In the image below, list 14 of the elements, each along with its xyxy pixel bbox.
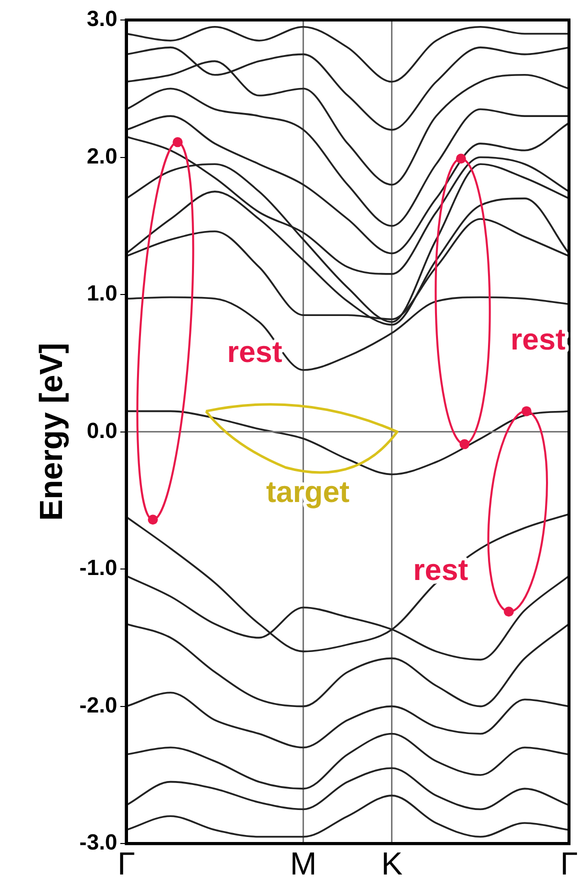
x-tick-label: M: [290, 846, 317, 882]
annotation: rest: [227, 336, 282, 369]
x-tick-label: Γ: [560, 846, 578, 882]
y-tick-label: -2.0: [79, 692, 118, 718]
y-tick-label: 3.0: [86, 6, 118, 32]
y-axis-title: Energy [eV]: [33, 342, 70, 521]
y-tick-label: 2.0: [86, 143, 118, 168]
y-tick-label: -3.0: [79, 830, 118, 855]
y-tick-label: 0.0: [86, 418, 118, 443]
x-tick-label: K: [381, 846, 403, 882]
y-tick-label: 1.0: [86, 280, 118, 306]
x-tick-label: Γ: [117, 846, 136, 882]
y-tick-label: -1.0: [79, 555, 118, 580]
annotation: rest: [510, 323, 566, 356]
